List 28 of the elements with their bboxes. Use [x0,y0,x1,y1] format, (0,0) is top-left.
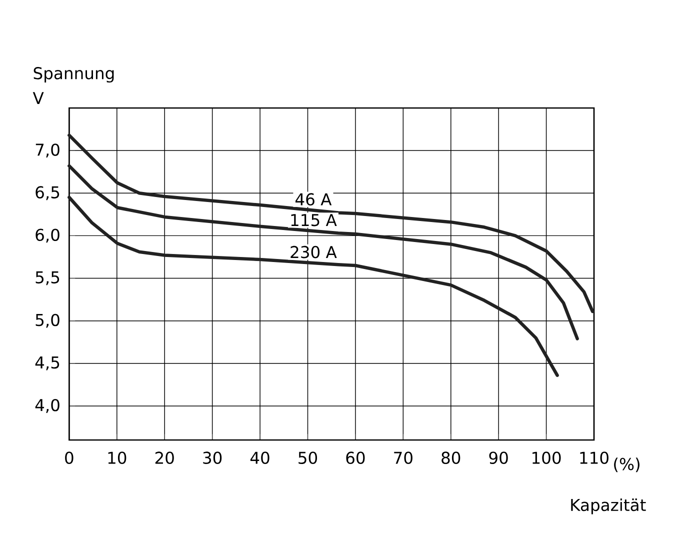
y-tick-label: 4,5 [35,356,60,370]
line-series [68,134,594,314]
text: V [32,92,44,104]
y-tick-label: 6,5 [36,186,60,200]
x-tick-label: 70 [394,452,412,464]
x-tick-label: 0 [65,452,74,464]
x-tick-label: 40 [250,452,270,464]
x-tick-label: 30 [203,452,222,464]
y-tick-label: 6,0 [36,228,60,243]
series-label: 115 A [291,214,337,226]
x-tick-label: 20 [155,452,174,464]
x-tick-label: 10 [108,452,126,464]
y-axis-title: Spannung [34,67,114,83]
y-tick-label: 5,0 [36,314,60,328]
series-label: 46 A [295,193,332,206]
text: (%) [614,458,640,472]
x-tick-label: 110 [580,452,608,464]
y-tick-label: 7,0 [36,144,60,158]
x-tick-label: 80 [442,452,460,464]
x-tick-label: 100 [532,452,561,464]
x-tick-label: 50 [298,452,318,464]
y-tick-label: 5,5 [36,271,60,286]
y-tick-label: 4,0 [35,398,60,413]
series-label: 230 A [290,246,337,258]
x-tick-label: 90 [489,452,508,464]
line-series [68,164,579,340]
x-tick-label: 60 [346,452,365,464]
x-axis-title: Kapazität [571,498,646,514]
